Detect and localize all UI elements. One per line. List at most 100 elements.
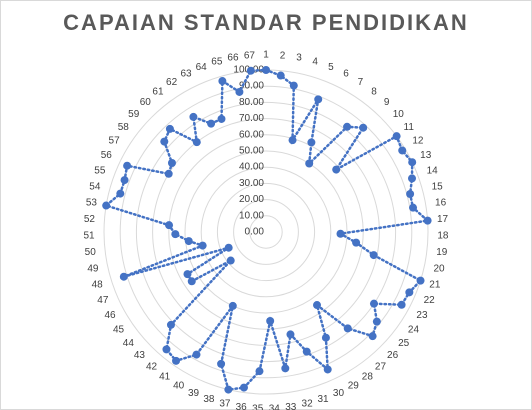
grid-ring <box>200 166 332 298</box>
data-point <box>289 81 298 90</box>
data-point <box>352 238 361 247</box>
category-label: 32 <box>302 399 314 410</box>
category-label: 26 <box>387 350 399 361</box>
category-label: 65 <box>211 56 223 67</box>
data-point <box>160 137 169 146</box>
data-point <box>423 216 432 225</box>
tick-label: 50.00 <box>239 146 264 157</box>
category-label: 22 <box>424 295 436 306</box>
data-point <box>392 132 401 141</box>
category-label: 40 <box>173 380 185 391</box>
grid-ring <box>168 134 364 330</box>
data-point <box>171 230 180 239</box>
category-label: 9 <box>384 97 390 108</box>
data-point <box>408 174 417 183</box>
data-point <box>218 77 227 86</box>
data-point <box>276 71 285 80</box>
data-point <box>368 332 377 341</box>
data-point <box>343 122 352 131</box>
data-point <box>246 66 255 75</box>
tick-label: 80.00 <box>239 97 264 108</box>
category-label: 48 <box>92 280 104 291</box>
data-point <box>369 251 378 260</box>
category-label: 12 <box>412 136 424 147</box>
data-point <box>167 158 176 167</box>
category-label: 64 <box>196 62 208 73</box>
data-point <box>409 203 418 212</box>
category-label: 36 <box>236 402 248 410</box>
data-point <box>281 364 290 373</box>
category-label: 55 <box>94 166 106 177</box>
category-label: 38 <box>203 394 215 405</box>
category-label: 24 <box>408 324 420 335</box>
data-point <box>120 176 129 185</box>
data-point <box>119 272 128 281</box>
category-label: 29 <box>348 380 360 391</box>
data-point <box>416 276 425 285</box>
category-label: 3 <box>296 53 302 64</box>
data-point <box>102 201 111 210</box>
category-label: 37 <box>219 399 231 410</box>
data-point <box>288 136 297 145</box>
category-label: 58 <box>118 122 130 133</box>
data-point <box>116 189 125 198</box>
data-point <box>224 385 233 394</box>
category-label: 56 <box>101 150 113 161</box>
data-point <box>172 356 181 365</box>
category-label: 42 <box>146 361 158 372</box>
category-label: 21 <box>429 280 441 291</box>
category-label: 4 <box>312 56 318 67</box>
data-point <box>406 189 415 198</box>
category-label: 17 <box>437 214 449 225</box>
data-point <box>187 277 196 286</box>
data-point <box>255 367 264 376</box>
category-label: 35 <box>252 403 264 410</box>
tick-label: 90.00 <box>239 81 264 92</box>
category-label: 61 <box>152 86 164 97</box>
data-point <box>165 124 174 133</box>
data-point <box>217 114 226 123</box>
category-label: 66 <box>227 53 239 64</box>
data-point <box>359 123 368 132</box>
category-label: 45 <box>113 324 125 335</box>
category-label: 54 <box>89 181 101 192</box>
data-point <box>314 95 323 104</box>
data-point <box>302 347 311 356</box>
category-label: 23 <box>416 310 428 321</box>
tick-label: 30.00 <box>239 178 264 189</box>
data-point <box>332 165 341 174</box>
category-label: 59 <box>128 109 140 120</box>
data-point <box>192 350 201 359</box>
category-label: 8 <box>371 86 377 97</box>
data-point <box>313 301 322 310</box>
data-point <box>305 159 314 168</box>
category-label: 16 <box>435 198 447 209</box>
tick-label: 20.00 <box>239 194 264 205</box>
data-point <box>323 365 332 374</box>
grid-ring <box>119 85 413 379</box>
data-point <box>372 317 381 326</box>
category-label: 6 <box>343 69 349 80</box>
category-label: 28 <box>362 372 374 383</box>
category-label: 14 <box>427 166 439 177</box>
data-point <box>239 383 248 392</box>
category-label: 25 <box>398 338 410 349</box>
data-point <box>224 243 233 252</box>
category-label: 39 <box>188 388 200 399</box>
data-point <box>266 317 275 326</box>
data-point <box>307 138 316 147</box>
category-label: 30 <box>333 388 345 399</box>
data-point <box>165 221 174 230</box>
category-label: 46 <box>104 310 116 321</box>
data-point <box>228 301 237 310</box>
category-label: 44 <box>123 338 135 349</box>
chart-title: CAPAIAN STANDAR PENDIDIKAN <box>63 10 469 35</box>
data-point <box>123 161 132 170</box>
category-label: 62 <box>166 77 178 88</box>
grid-ring <box>233 199 299 265</box>
category-label: 1 <box>263 50 269 61</box>
data-point <box>405 288 414 297</box>
category-label: 41 <box>159 372 171 383</box>
data-point <box>397 300 406 309</box>
